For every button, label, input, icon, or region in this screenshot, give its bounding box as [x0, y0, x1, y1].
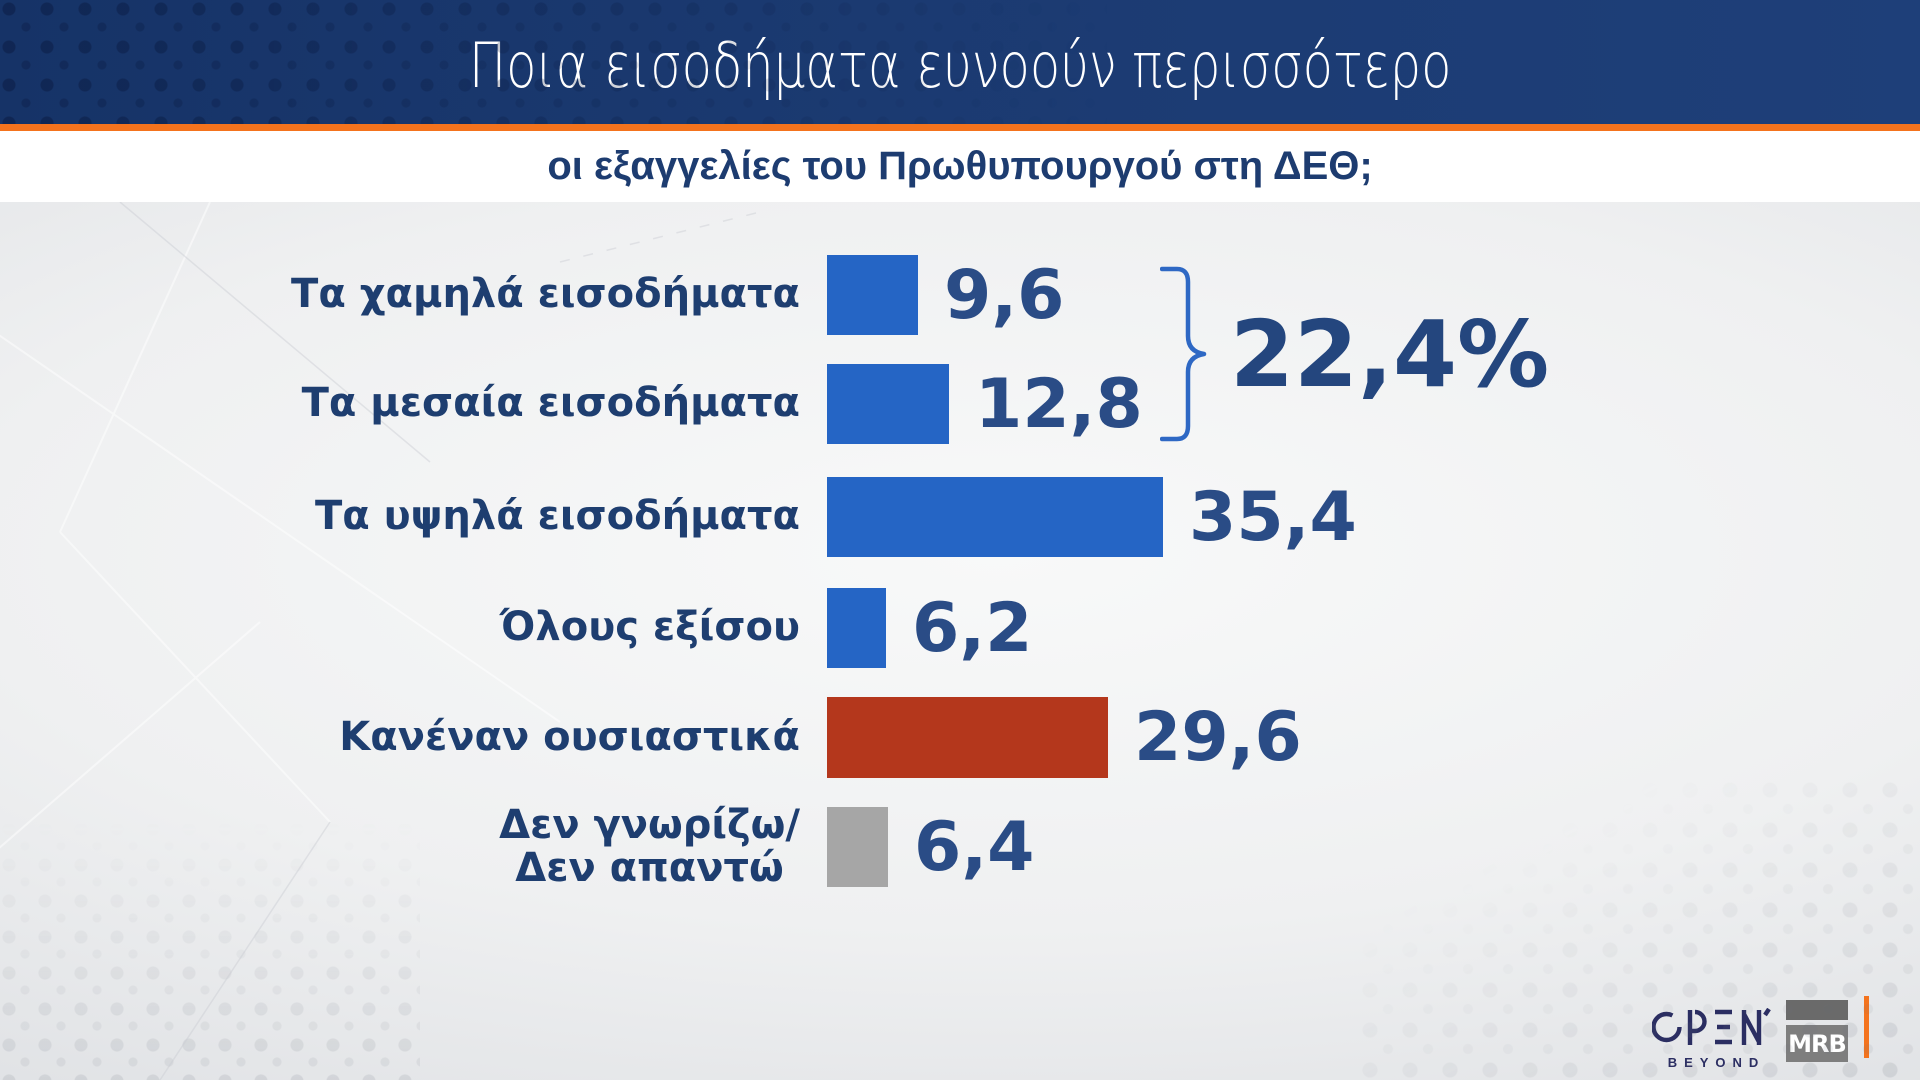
table-row: Δεν γνωρίζω/ Δεν απαντώ 6,4	[0, 801, 1920, 891]
bar-label: Τα χαμηλά εισοδήματα	[291, 271, 800, 318]
header-band: Ποια εισοδήματα ευνοούν περισσότερο	[0, 0, 1920, 124]
page-title: Ποια εισοδήματα ευνοούν περισσότερο	[468, 28, 1452, 102]
open-channel-logo: BEYOND	[1648, 1007, 1778, 1070]
bar-high-incomes	[827, 477, 1163, 557]
page-subtitle: οι εξαγγελίες του Πρωθυπουργού στη ΔΕΘ;	[547, 144, 1373, 188]
bar-value: 6,4	[914, 807, 1035, 887]
table-row: Τα υψηλά εισοδήματα 35,4	[0, 477, 1920, 557]
bar-label: Τα υψηλά εισοδήματα	[314, 493, 800, 540]
bar-value: 9,6	[944, 255, 1065, 335]
bar-label: Κανέναν ουσιαστικά	[339, 713, 800, 760]
table-row: Κανέναν ουσιαστικά 29,6	[0, 697, 1920, 778]
mrb-logo-text: MRB	[1788, 1029, 1847, 1058]
mrb-logo-box: MRB	[1786, 1025, 1848, 1062]
mrb-logo: MRB	[1786, 1000, 1848, 1064]
bar-value: 35,4	[1189, 477, 1357, 557]
table-row: Τα μεσαία εισοδήματα 12,8	[0, 364, 1920, 444]
bar-label: Τα μεσαία εισοδήματα	[301, 380, 800, 427]
bar-chart: Τα χαμηλά εισοδήματα 9,6 Τα μεσαία εισοδ…	[0, 202, 1920, 1080]
table-row: Όλους εξίσου 6,2	[0, 588, 1920, 668]
subtitle-band: οι εξαγγελίες του Πρωθυπουργού στη ΔΕΘ;	[0, 131, 1920, 202]
mrb-orange-divider	[1864, 996, 1869, 1058]
bar-all-equally	[827, 588, 886, 668]
curly-brace-icon	[1160, 266, 1207, 442]
open-logo-icon	[1651, 1007, 1771, 1045]
open-tagline: BEYOND	[1667, 1055, 1766, 1070]
bar-low-incomes	[827, 255, 918, 335]
bar-dont-know	[827, 807, 888, 887]
group-total-value: 22,4%	[1230, 300, 1550, 408]
bar-middle-incomes	[827, 364, 949, 444]
mrb-logo-bar	[1786, 1000, 1848, 1020]
table-row: Τα χαμηλά εισοδήματα 9,6	[0, 255, 1920, 335]
bar-label: Δεν γνωρίζω/ Δεν απαντώ	[499, 801, 800, 891]
bar-value: 12,8	[975, 364, 1143, 444]
bar-label: Όλους εξίσου	[499, 604, 800, 651]
bar-value: 29,6	[1134, 698, 1302, 777]
bar-value: 6,2	[912, 588, 1033, 668]
group-annotation: 22,4%	[1160, 266, 1549, 442]
bar-none-essentially	[827, 697, 1108, 778]
header-accent-divider	[0, 124, 1920, 131]
